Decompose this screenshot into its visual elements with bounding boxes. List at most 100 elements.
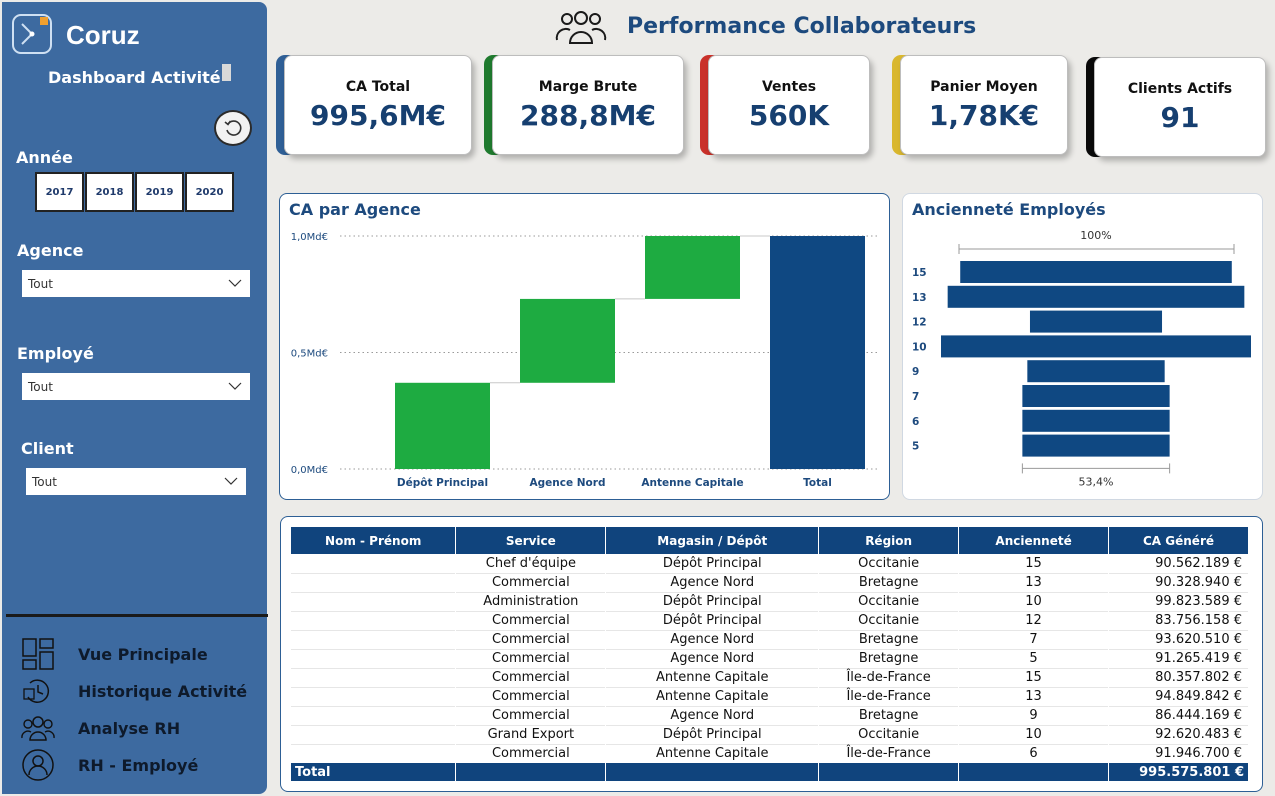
category-label: 12 (912, 317, 927, 329)
table-cell: Commercial (455, 743, 607, 763)
agence-filter-label: Agence (17, 241, 84, 260)
nav-analyse-rh[interactable]: Analyse RH (18, 710, 180, 746)
table-cell: 13 (958, 686, 1110, 706)
x-tick-label: Total (803, 477, 832, 489)
table-row[interactable]: Commercial Antenne Capitale Île-de-France 1… (291, 686, 1249, 706)
column-header[interactable]: CA Généré (1108, 527, 1249, 554)
table-cell: Antenne Capitale (605, 686, 820, 706)
table-cell: Occitanie (818, 610, 960, 630)
x-tick-label: Agence Nord (530, 477, 606, 489)
table-row[interactable]: Commercial Antenne Capitale Île-de-France 1… (291, 667, 1249, 687)
table-row[interactable]: Chef d'équipe Dépôt Principal Occitanie 15 9… (291, 554, 1249, 573)
column-header[interactable]: Région (818, 527, 960, 554)
nav-label: RH - Employé (78, 755, 199, 775)
nav-vue-principale[interactable]: Vue Principale (18, 636, 208, 672)
funnel-bar-7[interactable] (1022, 385, 1170, 407)
table-cell: Dépôt Principal (605, 554, 820, 573)
bar-antenne-capitale[interactable] (645, 236, 740, 299)
funnel-bar-15[interactable] (960, 261, 1232, 283)
table-cell: Commercial (455, 629, 607, 649)
kpi-label: Ventes (761, 78, 817, 95)
funnel-bar-9[interactable] (1027, 360, 1165, 383)
table-cell: Île-de-France (818, 686, 960, 706)
funnel-bar-13[interactable] (947, 285, 1245, 308)
funnel-bar-5[interactable] (1022, 434, 1170, 457)
kpi-card-clients-actifs: Clients Actifs 91 (1086, 57, 1266, 157)
table-row[interactable]: Commercial Agence Nord Bretagne 7 93.620.510… (291, 629, 1249, 649)
kpi-label: Panier Moyen (930, 78, 1038, 95)
nav-rh-employe[interactable]: RH - Employé (18, 747, 198, 783)
reset-filters-button[interactable] (214, 110, 252, 146)
table-cell (291, 686, 457, 706)
ca-par-agence-chart: 0,0Md€ 0,5Md€ 1,0Md€ Dépôt Principal Agence … (291, 232, 880, 489)
table-cell (291, 667, 457, 687)
employe-dropdown[interactable]: Tout (22, 373, 250, 400)
kpi-value: 288,8M€ (520, 98, 656, 132)
table-row[interactable]: Commercial Agence Nord Bretagne 13 90.328.94… (291, 572, 1249, 592)
funnel-bar-6[interactable] (1022, 409, 1170, 432)
table-cell: 93.620.510 € (1108, 629, 1249, 649)
page-title: Performance Collaborateurs (627, 14, 977, 39)
table-row[interactable]: Administration Dépôt Principal Occitanie 10… (291, 591, 1249, 611)
bar-dépôt-principal[interactable] (395, 382, 490, 469)
table-cell: 91.946.700 € (1108, 743, 1249, 763)
table-cell: Bretagne (818, 648, 960, 668)
column-header[interactable]: Service (455, 527, 607, 554)
top-percentage-label: 100% (1080, 229, 1111, 242)
employe-dropdown-value: Tout (28, 379, 53, 394)
table-row[interactable]: Commercial Agence Nord Bretagne 5 91.265.419… (291, 648, 1249, 668)
table-row[interactable]: Commercial Agence Nord Bretagne 9 86.444.169… (291, 705, 1249, 725)
bar-agence-nord[interactable] (520, 298, 615, 383)
dashboard-subtitle: Dashboard Activité (48, 68, 221, 87)
table-cell: Agence Nord (605, 572, 820, 592)
table-cell (291, 724, 457, 744)
table-cell: Agence Nord (605, 629, 820, 649)
table-cell (291, 705, 457, 725)
table-cell: Dépôt Principal (605, 610, 820, 630)
nav-historique-activite[interactable]: Historique Activité (18, 673, 247, 709)
table-row[interactable]: Commercial Dépôt Principal Occitanie 12 83.7… (291, 610, 1249, 630)
chevron-down-icon (228, 382, 242, 390)
table-cell: 10 (958, 591, 1110, 611)
column-header[interactable]: Ancienneté (958, 527, 1110, 554)
table-cell: 91.265.419 € (1108, 648, 1249, 668)
table-row[interactable]: Commercial Antenne Capitale Île-de-France 6… (291, 743, 1249, 763)
table-cell: 13 (958, 572, 1110, 592)
column-header[interactable]: Magasin / Dépôt (605, 527, 820, 554)
funnel-bar-12[interactable] (1029, 310, 1163, 333)
reset-icon (224, 120, 242, 136)
bar-total[interactable] (770, 236, 865, 469)
year-button-2019[interactable]: 2019 (135, 172, 184, 212)
table-header-row: Nom - Prénom Service Magasin / Dépôt Rég… (291, 527, 1249, 554)
table-cell: 9 (958, 705, 1110, 725)
nav-label: Analyse RH (78, 718, 181, 738)
kpi-card-ventes: Ventes 560K (700, 55, 870, 155)
agence-dropdown[interactable]: Tout (22, 270, 250, 297)
anciennete-chart: 100% 15 13 12 10 9 7 6 5 53,4% (912, 229, 1251, 488)
nav-label: Historique Activité (78, 681, 248, 701)
category-label: 5 (912, 441, 919, 453)
client-dropdown[interactable]: Tout (26, 468, 246, 495)
kpi-label: Marge Brute (538, 78, 638, 95)
table-cell: 86.444.169 € (1108, 705, 1249, 725)
kpi-value: 995,6M€ (310, 98, 446, 132)
table-cell: 6 (958, 743, 1110, 763)
table-cell: Agence Nord (605, 705, 820, 725)
table-cell: Commercial (455, 648, 607, 668)
table-cell: Commercial (455, 572, 607, 592)
table-cell: Grand Export (455, 724, 607, 744)
anciennete-panel: Ancienneté Employés 100% 15 13 12 10 9 7 6 5 53,4… (902, 193, 1263, 500)
table-cell: 92.620.483 € (1108, 724, 1249, 744)
table-row[interactable]: Grand Export Dépôt Principal Occitanie 10 92… (291, 724, 1249, 744)
team-icon (555, 11, 607, 44)
table-cell: Dépôt Principal (605, 591, 820, 611)
column-header[interactable]: Nom - Prénom (291, 527, 457, 554)
year-button-2017[interactable]: 2017 (35, 172, 84, 212)
category-label: 10 (912, 341, 927, 353)
bottom-percentage-label: 53,4% (1079, 475, 1114, 488)
table-cell (291, 610, 457, 630)
year-button-2020[interactable]: 2020 (185, 172, 234, 212)
year-button-2018[interactable]: 2018 (85, 172, 134, 212)
table-cell: 15 (958, 667, 1110, 687)
funnel-bar-10[interactable] (941, 335, 1251, 358)
